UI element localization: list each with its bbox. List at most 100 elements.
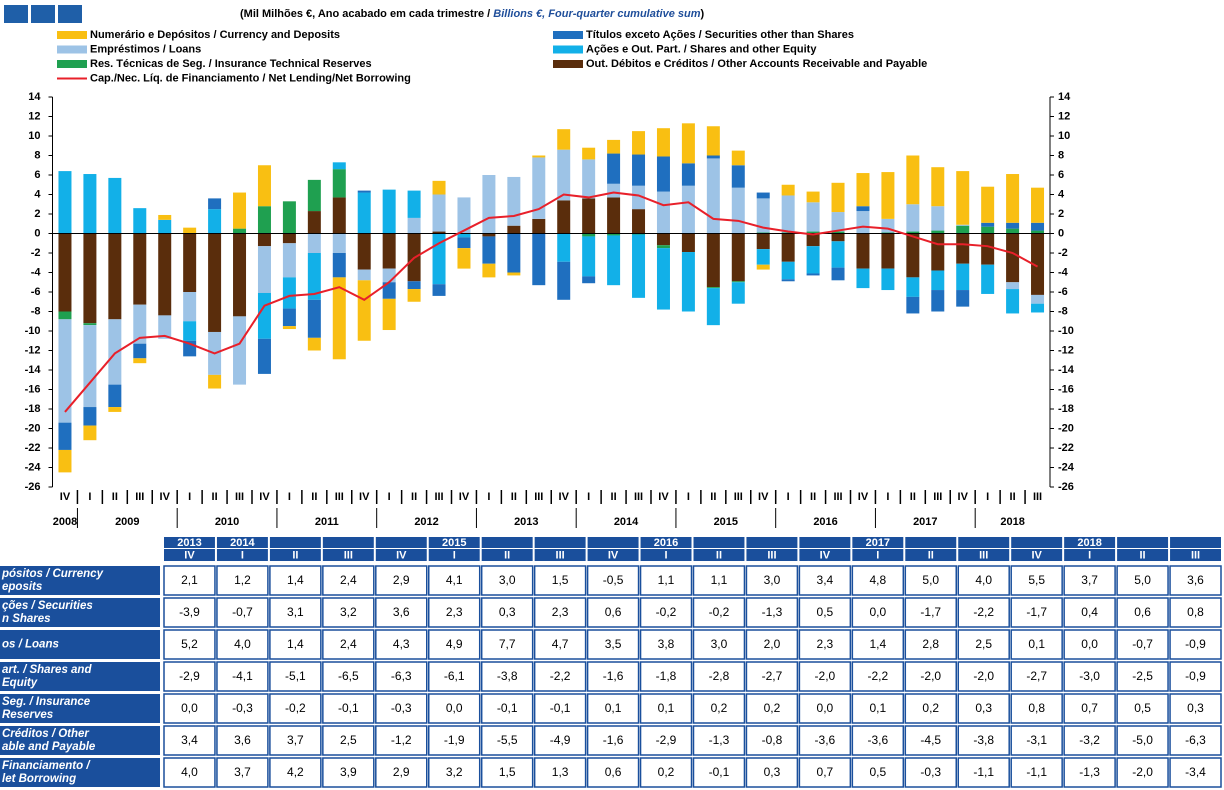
bar-segment [108, 177, 122, 234]
table-header-cell [1117, 549, 1169, 561]
table-cell [798, 693, 852, 724]
table-cell [375, 725, 428, 756]
legend-swatch [553, 45, 583, 54]
x-tick-label: III [1033, 491, 1042, 503]
bar-segment [806, 273, 820, 276]
table-cell [269, 629, 322, 660]
table-value: 2,9 [393, 573, 410, 587]
table-cell [692, 597, 746, 628]
bar-segment [382, 268, 396, 283]
table-cell [428, 757, 481, 788]
table-value: -3,4 [1185, 765, 1206, 779]
bar-segment [382, 233, 396, 269]
bar-segment [731, 233, 745, 282]
bar-segment [756, 249, 770, 265]
bar-segment [607, 197, 621, 234]
y-tick-label: -18 [25, 403, 41, 415]
table-header-cell [1011, 549, 1063, 561]
y2-tick-label: -10 [1058, 325, 1074, 337]
table-value: -1,3 [1079, 765, 1100, 779]
bar-segment [906, 231, 920, 234]
table-cell [1010, 693, 1063, 724]
table-quarter: II [504, 549, 510, 561]
table-quarter: IV [184, 549, 195, 561]
bar-segment [482, 233, 496, 237]
table-value: 4,0 [975, 573, 992, 587]
table-value: 0,3 [1187, 701, 1204, 715]
table-row-label: n Shares [2, 613, 51, 625]
table-cell [904, 693, 957, 724]
table-cell [745, 565, 799, 596]
x-tick-label: I [687, 491, 690, 503]
bar-segment [158, 315, 172, 339]
bar-segment [332, 233, 346, 253]
table-cell [904, 629, 957, 660]
bar-segment [257, 246, 271, 293]
table-value: 4,0 [234, 637, 251, 651]
bar-segment [432, 231, 446, 234]
table-value: 2,1 [181, 573, 198, 587]
x-tick-label: I [288, 491, 291, 503]
table-header-cell [852, 537, 904, 548]
table-cell [904, 661, 957, 692]
table-value: 3,7 [1081, 573, 1098, 587]
bar-segment [357, 233, 371, 270]
table-cell [322, 693, 375, 724]
table-value: 2,3 [817, 637, 834, 651]
bar-segment [108, 233, 122, 320]
table-value: -5,5 [497, 733, 518, 747]
table-quarter: III [556, 549, 565, 561]
x-tick-label: II [511, 491, 517, 503]
bar-segment [332, 169, 346, 198]
bar-segment [956, 225, 970, 234]
table-value: 1,1 [658, 573, 675, 587]
table-cell [375, 597, 428, 628]
table-cell [798, 661, 852, 692]
bar-segment [307, 253, 321, 300]
bar-segment [806, 246, 820, 274]
table-value: -0,3 [920, 765, 941, 779]
table-value: 0,1 [1028, 637, 1045, 651]
table-cell [269, 565, 322, 596]
table-header-cell [269, 549, 321, 561]
bar-segment [831, 241, 845, 268]
table-value: -0,1 [709, 765, 730, 779]
table-quarter: II [292, 549, 298, 561]
year-label: 2014 [614, 516, 639, 528]
x-tick-label: III [734, 491, 743, 503]
bar-segment [357, 190, 371, 193]
bar-segment [881, 268, 895, 291]
header-square [58, 5, 82, 23]
table-header-cell [1011, 537, 1063, 548]
bar-segment [582, 276, 596, 284]
bar-segment [457, 237, 471, 249]
bar-segment [831, 212, 845, 232]
table-value: 3,6 [1187, 573, 1204, 587]
bar-segment [482, 175, 496, 234]
table-row-label-cell [0, 726, 160, 755]
subtitle: (Mil Milhões €, Ano acabado em cada trim… [240, 8, 705, 20]
table-cell [428, 597, 481, 628]
table-value: 0,0 [181, 701, 198, 715]
bar-segment [1031, 230, 1045, 234]
table-cell [163, 565, 216, 596]
bar-segment [507, 272, 521, 276]
table-value: 2,8 [922, 637, 939, 651]
table-value: 0,1 [869, 701, 886, 715]
x-tick-label: III [833, 491, 842, 503]
table-cell [586, 597, 640, 628]
table-cell [639, 661, 693, 692]
year-label: 2013 [514, 516, 538, 528]
table-header-cell [1117, 537, 1169, 548]
table-header-cell [799, 537, 851, 548]
table-cell [745, 597, 799, 628]
y2-tick-label: -12 [1058, 344, 1074, 356]
bar-segment [1006, 289, 1020, 314]
table-cell [375, 565, 428, 596]
bar-segment [582, 236, 596, 277]
bar-segment [881, 233, 895, 269]
table-value: 4,2 [287, 765, 304, 779]
x-tick-label: III [434, 491, 443, 503]
y2-tick-label: 6 [1058, 169, 1064, 181]
